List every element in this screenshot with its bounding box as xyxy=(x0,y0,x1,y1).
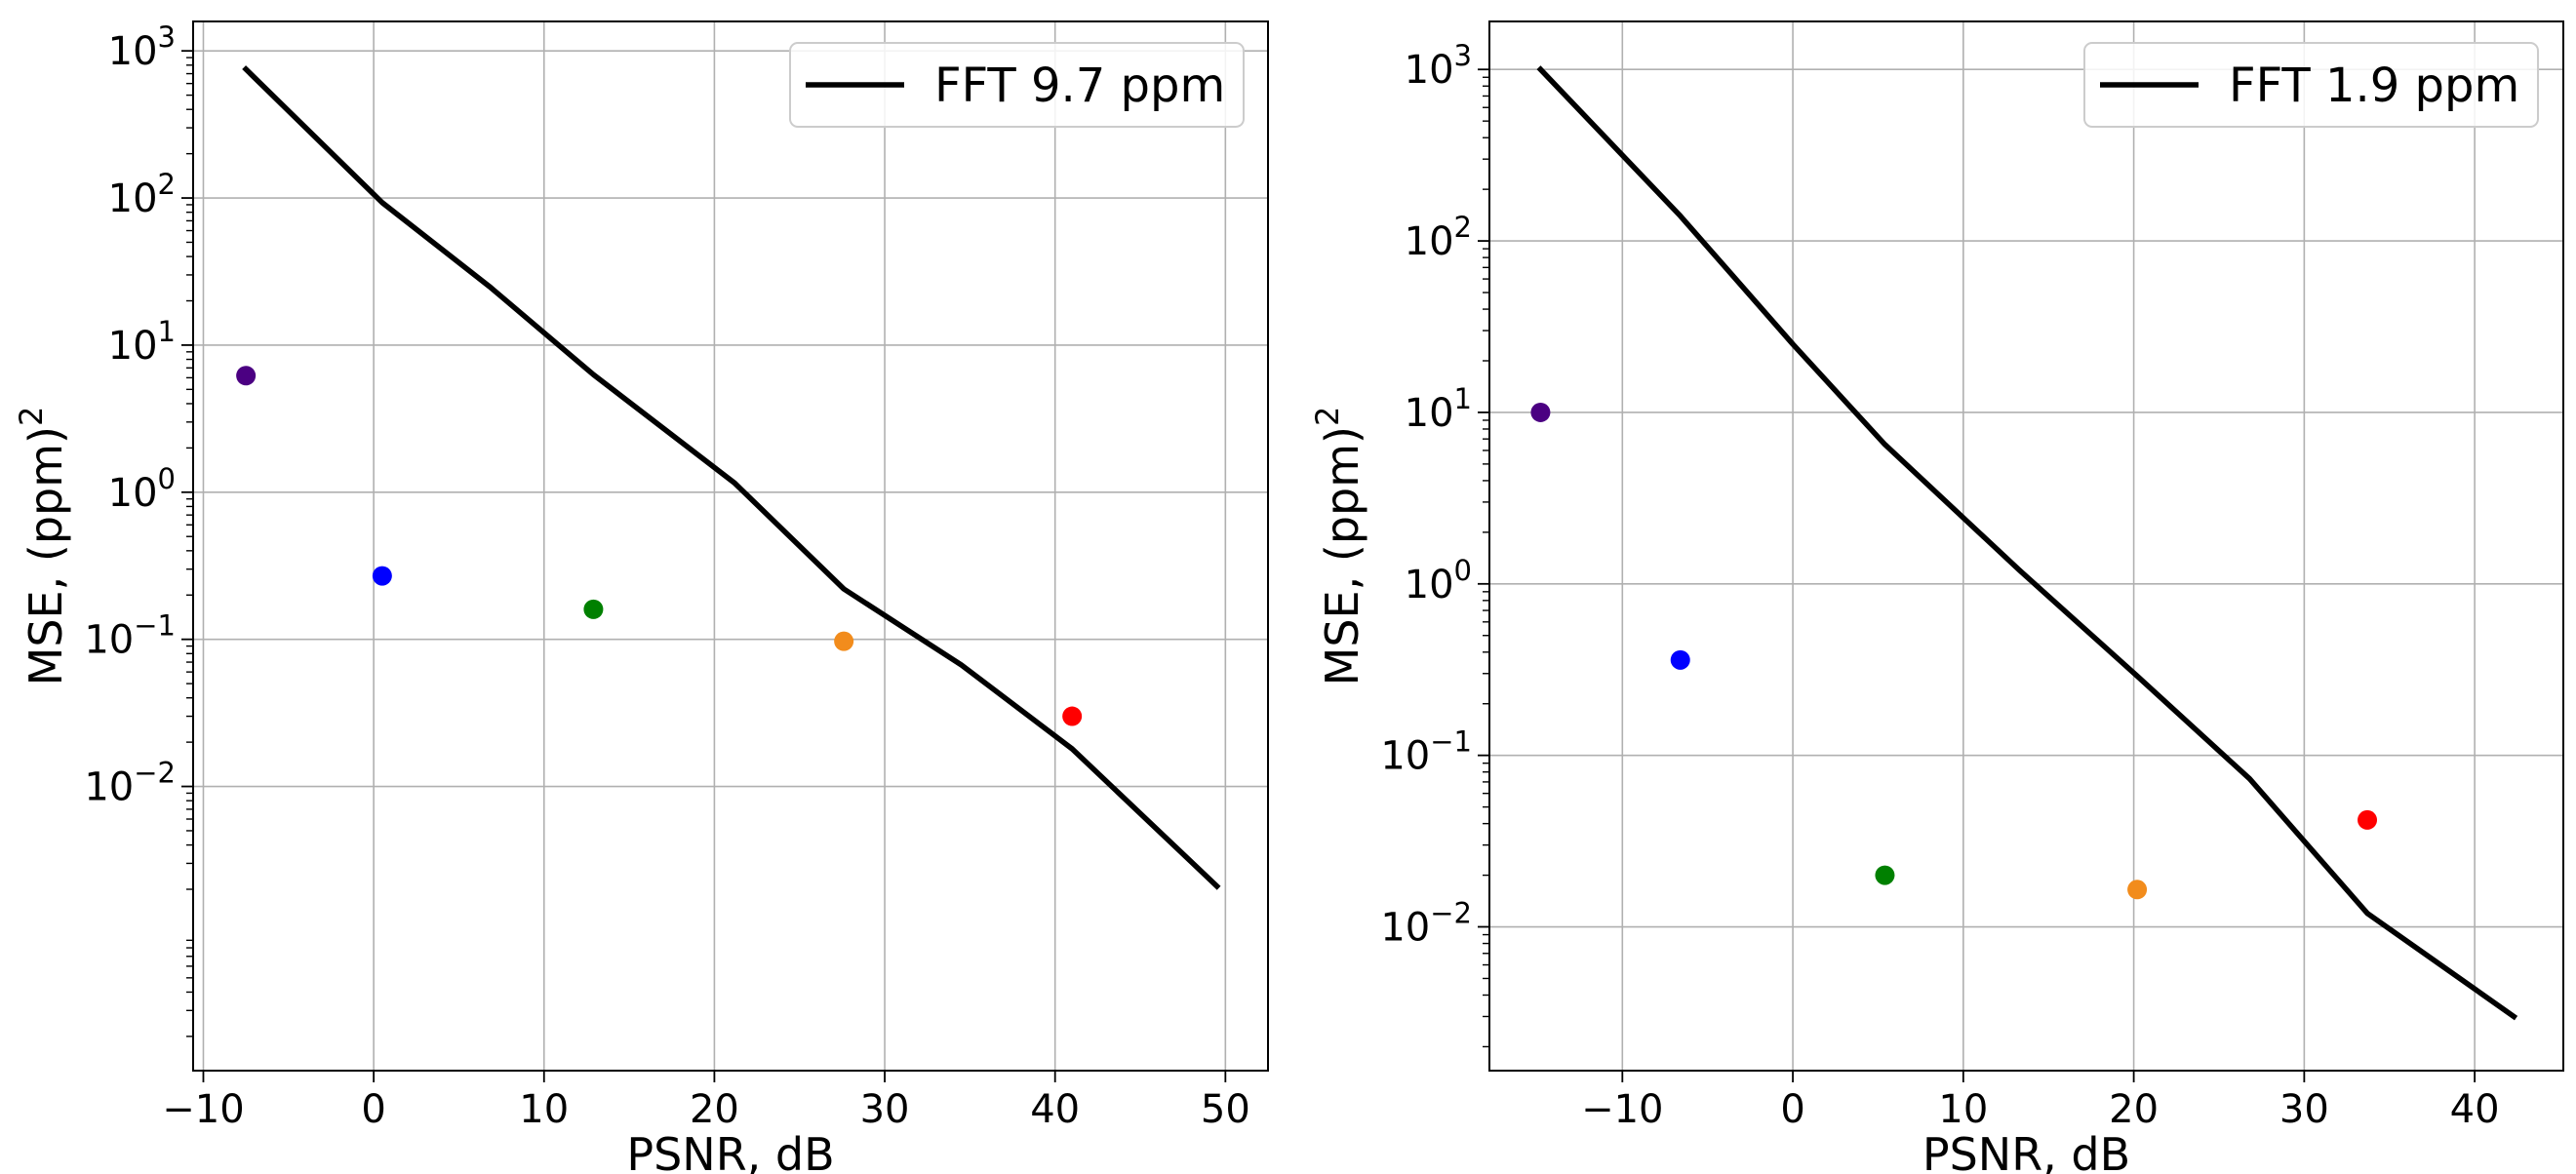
right-chart-panel: −10 0 10 20 30 40 103 102 101 100 10−1 10−2 PSNR, dB… xyxy=(1309,20,2564,1174)
chart1-x-tick-label-3: 20 xyxy=(690,1087,739,1132)
chart2-x-tick-label-3: 20 xyxy=(2109,1087,2159,1132)
chart1-x-tick-label-6: 50 xyxy=(1201,1087,1250,1132)
chart1-x-tick-label-1: 0 xyxy=(361,1087,385,1132)
chart2-y-tick-label-1: 102 xyxy=(1405,211,1472,264)
chart1-y-tick-label-3: 100 xyxy=(108,462,176,516)
chart2-x-tick-label-4: 30 xyxy=(2279,1087,2329,1132)
chart1-y-tick-label-2: 101 xyxy=(108,315,176,369)
left-chart-panel: −10 0 10 20 30 40 50 103 102 101 100 10−1 10−2 PSNR, … xyxy=(13,20,1269,1174)
chart1-x-tick-label-5: 40 xyxy=(1030,1087,1080,1132)
chart2-y-tick-label-0: 103 xyxy=(1405,39,1472,93)
chart2-y-tick-label-3: 100 xyxy=(1405,554,1472,607)
chart2-data-point-2 xyxy=(1875,865,1895,885)
chart1-legend-box xyxy=(789,42,1245,128)
chart1-series-line-0 xyxy=(242,65,1221,890)
chart2-x-axis-label: PSNR, dB xyxy=(1922,1128,2130,1174)
chart1-y-tick-label-5: 10−2 xyxy=(84,757,176,810)
chart2-data-point-1 xyxy=(1670,649,1690,670)
chart2-x-tick-label-1: 0 xyxy=(1780,1087,1804,1132)
chart1-y-tick-label-4: 10−1 xyxy=(84,609,176,663)
chart2-axes-frame xyxy=(1488,20,2564,1072)
chart2-y-axis-label: MSE, (ppm)2 xyxy=(1309,407,1368,686)
chart1-data-point-3 xyxy=(834,631,854,651)
chart1-data-point-2 xyxy=(583,599,604,619)
chart1-x-tick-label-0: −10 xyxy=(162,1087,244,1132)
chart1-data-point-1 xyxy=(372,566,392,586)
chart2-data-point-4 xyxy=(2358,809,2378,830)
chart1-y-tick-label-0: 103 xyxy=(108,20,176,74)
chart1-x-tick-label-4: 30 xyxy=(860,1087,910,1132)
chart2-y-tick-label-4: 10−1 xyxy=(1380,725,1472,779)
chart2-series-line-0 xyxy=(1536,65,2518,1021)
chart2-x-tick-label-0: −10 xyxy=(1581,1087,1663,1132)
chart2-y-tick-label-5: 10−2 xyxy=(1380,897,1472,951)
chart1-y-axis-label: MSE, (ppm)2 xyxy=(13,407,72,686)
chart2-legend: FFT 1.9 ppm xyxy=(2083,42,2539,128)
chart2-legend-box xyxy=(2083,42,2539,128)
chart2-legend-label: FFT 1.9 ppm xyxy=(2229,59,2519,113)
chart2-x-tick-label-2: 10 xyxy=(1938,1087,1988,1132)
chart1-data-point-4 xyxy=(1062,706,1083,726)
chart1-x-axis-label: PSNR, dB xyxy=(626,1128,834,1174)
chart1-y-tick-label-1: 102 xyxy=(108,168,176,221)
chart2-data-point-3 xyxy=(2127,880,2148,900)
chart1-axes-frame xyxy=(192,20,1269,1072)
chart2-x-tick-label-5: 40 xyxy=(2450,1087,2500,1132)
chart1-legend: FFT 9.7 ppm xyxy=(789,42,1245,128)
chart2-y-tick-label-2: 101 xyxy=(1405,382,1472,436)
chart1-legend-label: FFT 9.7 ppm xyxy=(934,59,1225,113)
chart2-data-point-0 xyxy=(1530,402,1551,422)
chart1-data-point-0 xyxy=(236,366,257,386)
chart1-x-tick-label-2: 10 xyxy=(519,1087,569,1132)
